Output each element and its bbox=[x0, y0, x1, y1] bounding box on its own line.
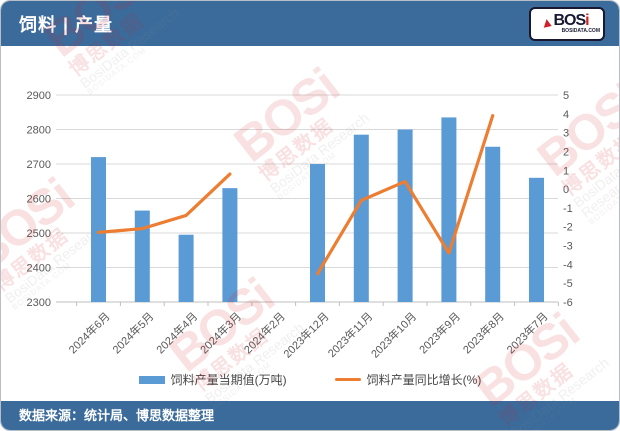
footer: 数据来源：统计局、博思数据整理 bbox=[1, 401, 619, 430]
x-axis-label: 2023年7月 bbox=[504, 309, 551, 356]
right-axis-tick-label: 5 bbox=[563, 90, 569, 102]
right-axis-tick-label: -5 bbox=[563, 278, 573, 290]
x-axis-label: 2024年6月 bbox=[66, 309, 113, 356]
page-title: 饲料 | 产量 bbox=[19, 14, 114, 35]
left-axis-tick-label: 2800 bbox=[27, 125, 51, 137]
right-axis-tick-label: -6 bbox=[563, 297, 573, 309]
right-axis-tick-label: -2 bbox=[563, 222, 573, 234]
right-axis-tick-label: 2 bbox=[563, 146, 569, 158]
x-axis-label: 2024年4月 bbox=[153, 309, 200, 356]
legend-item-bar: 饲料产量当期值(万吨) bbox=[138, 371, 287, 388]
bar-2023年11月 bbox=[353, 134, 369, 302]
x-axis-label: 2023年12月 bbox=[280, 309, 331, 360]
right-axis-tick-label: 0 bbox=[563, 184, 569, 196]
bar-2024年6月 bbox=[91, 157, 106, 302]
right-axis-tick-label: 3 bbox=[563, 128, 569, 140]
legend-bar-swatch bbox=[138, 375, 165, 384]
logo-text: BOS bbox=[553, 12, 586, 29]
right-axis-tick-label: -4 bbox=[563, 259, 573, 271]
logo-wordmark: BOS i bbox=[544, 12, 590, 30]
bar-2024年3月 bbox=[222, 188, 238, 302]
x-axis-label: 2023年8月 bbox=[460, 309, 507, 356]
data-source-text: 数据来源：统计局、博思数据整理 bbox=[19, 408, 215, 423]
x-axis-label: 2023年10月 bbox=[368, 309, 419, 360]
x-axis-label: 2023年9月 bbox=[416, 309, 463, 356]
bar-2024年5月 bbox=[134, 210, 150, 302]
combo-chart: 2300 2400 2500 2600 2700 2800 2900 5 4 3 2 1 0 -1 -2 -3… bbox=[27, 90, 573, 361]
bar-2023年9月 bbox=[441, 117, 457, 302]
left-axis-tick-label: 2400 bbox=[27, 263, 51, 275]
x-axis-label: 2024年5月 bbox=[109, 309, 156, 356]
bosi-logo: BOS i BOSIDATA.COM bbox=[529, 6, 605, 41]
bar-2023年8月 bbox=[485, 146, 501, 302]
x-axis-label: 2023年11月 bbox=[325, 309, 376, 360]
logo-site-text: BOSIDATA.COM bbox=[561, 28, 600, 34]
yoy-line bbox=[96, 172, 232, 234]
logo-text-i: i bbox=[585, 12, 590, 29]
bar-2024年4月 bbox=[178, 234, 194, 302]
bar-2023年12月 bbox=[310, 164, 325, 302]
right-axis-tick-label: -3 bbox=[563, 241, 573, 253]
left-axis-tick-label: 2700 bbox=[27, 159, 51, 171]
bar-2023年10月 bbox=[397, 129, 413, 302]
legend-bar-label: 饲料产量当期值(万吨) bbox=[170, 373, 287, 387]
bar-2023年7月 bbox=[529, 177, 544, 302]
right-axis-tick-label: -1 bbox=[563, 203, 573, 215]
logo-triangle-icon bbox=[544, 19, 554, 30]
right-axis-tick-label: 1 bbox=[563, 165, 569, 177]
x-axis-label: 2024年3月 bbox=[197, 309, 244, 356]
legend-line-swatch bbox=[334, 378, 361, 381]
header: 饲料 | 产量 BOS i BOSIDATA.COM bbox=[1, 1, 619, 46]
legend: 饲料产量当期值(万吨) 饲料产量同比增长(%) bbox=[1, 371, 619, 388]
legend-line-label: 饲料产量同比增长(%) bbox=[366, 373, 482, 387]
legend-item-line: 饲料产量同比增长(%) bbox=[334, 371, 482, 388]
left-axis-tick-label: 2600 bbox=[27, 194, 51, 206]
right-axis-tick-label: 4 bbox=[563, 109, 569, 121]
yoy-line bbox=[315, 114, 495, 276]
left-axis-tick-label: 2500 bbox=[27, 228, 51, 240]
x-axis-label: 2024年2月 bbox=[241, 309, 288, 356]
left-axis-tick-label: 2900 bbox=[27, 90, 51, 102]
left-axis-tick-label: 2300 bbox=[27, 297, 51, 309]
